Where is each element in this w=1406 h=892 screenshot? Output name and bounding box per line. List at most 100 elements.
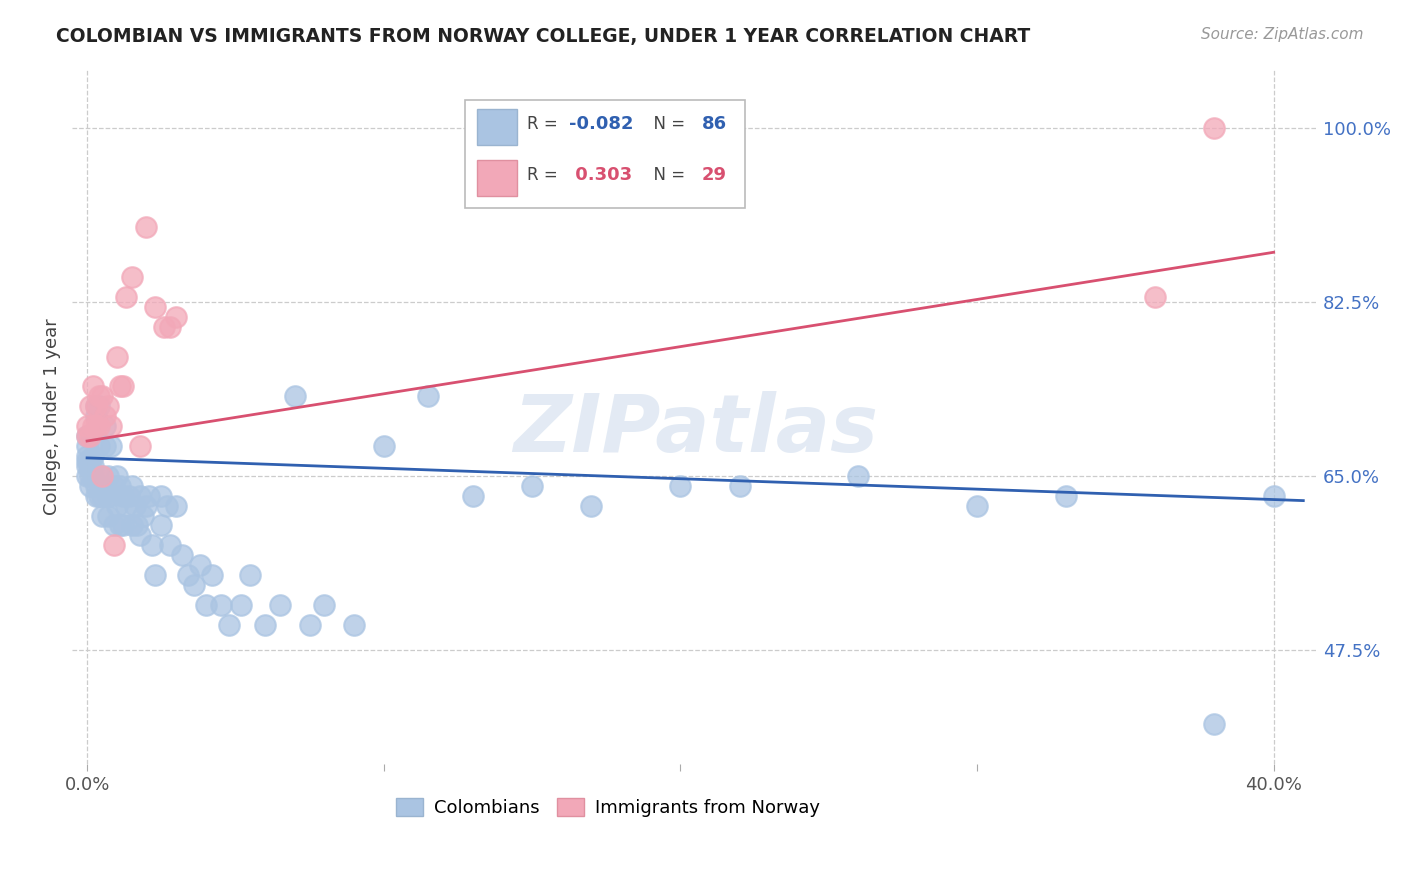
Point bbox=[90, 389, 112, 403]
Point bbox=[520, 479, 543, 493]
Point bbox=[94, 439, 117, 453]
Point bbox=[105, 468, 128, 483]
Point bbox=[239, 568, 262, 582]
Point bbox=[100, 439, 122, 453]
Point bbox=[108, 379, 131, 393]
Point bbox=[135, 220, 157, 235]
Point bbox=[143, 300, 166, 314]
Point bbox=[76, 439, 98, 453]
Point bbox=[87, 439, 110, 453]
Point bbox=[94, 419, 117, 434]
Point bbox=[82, 419, 104, 434]
Point bbox=[79, 454, 101, 468]
Point bbox=[124, 499, 146, 513]
Point bbox=[1204, 121, 1226, 136]
Point bbox=[76, 429, 98, 443]
Point bbox=[343, 617, 366, 632]
Text: 29: 29 bbox=[702, 166, 727, 184]
Point bbox=[127, 518, 149, 533]
Point bbox=[170, 548, 193, 562]
Text: COLOMBIAN VS IMMIGRANTS FROM NORWAY COLLEGE, UNDER 1 YEAR CORRELATION CHART: COLOMBIAN VS IMMIGRANTS FROM NORWAY COLL… bbox=[56, 27, 1031, 45]
Text: 0.303: 0.303 bbox=[569, 166, 633, 184]
Point bbox=[114, 499, 136, 513]
Point bbox=[100, 419, 122, 434]
Point bbox=[669, 479, 692, 493]
Point bbox=[76, 468, 98, 483]
Point bbox=[138, 489, 160, 503]
Point bbox=[76, 429, 98, 443]
Text: 86: 86 bbox=[702, 115, 727, 133]
Point bbox=[165, 310, 187, 324]
Point bbox=[231, 598, 253, 612]
Point bbox=[84, 399, 107, 413]
Point bbox=[846, 468, 869, 483]
Point bbox=[82, 449, 104, 463]
Text: R =: R = bbox=[527, 115, 562, 133]
Point bbox=[188, 558, 211, 573]
Point bbox=[90, 468, 112, 483]
Point bbox=[1054, 489, 1077, 503]
Point bbox=[108, 518, 131, 533]
Point bbox=[150, 489, 173, 503]
Point bbox=[183, 578, 205, 592]
Point bbox=[153, 319, 176, 334]
Point bbox=[90, 468, 112, 483]
Point bbox=[1204, 717, 1226, 731]
Text: N =: N = bbox=[643, 166, 690, 184]
Point bbox=[90, 479, 112, 493]
Point bbox=[121, 518, 143, 533]
Text: R =: R = bbox=[527, 166, 562, 184]
Point bbox=[314, 598, 336, 612]
Point bbox=[79, 479, 101, 493]
Point bbox=[165, 499, 187, 513]
Y-axis label: College, Under 1 year: College, Under 1 year bbox=[44, 318, 60, 515]
Text: -0.082: -0.082 bbox=[569, 115, 634, 133]
FancyBboxPatch shape bbox=[477, 109, 517, 145]
Point bbox=[284, 389, 307, 403]
Point bbox=[97, 399, 120, 413]
Text: N =: N = bbox=[643, 115, 690, 133]
Point bbox=[254, 617, 277, 632]
Point bbox=[79, 468, 101, 483]
Point bbox=[121, 479, 143, 493]
Point bbox=[79, 399, 101, 413]
Point bbox=[135, 499, 157, 513]
Point bbox=[141, 538, 163, 552]
Point bbox=[728, 479, 751, 493]
Point bbox=[87, 399, 110, 413]
Point bbox=[132, 508, 155, 523]
Point bbox=[76, 454, 98, 468]
Point bbox=[94, 479, 117, 493]
Point bbox=[103, 518, 125, 533]
Point bbox=[87, 489, 110, 503]
Point bbox=[111, 518, 134, 533]
Point bbox=[94, 409, 117, 424]
Point bbox=[111, 379, 134, 393]
Point bbox=[194, 598, 217, 612]
Point bbox=[105, 499, 128, 513]
Point bbox=[82, 468, 104, 483]
Point bbox=[108, 479, 131, 493]
Point bbox=[373, 439, 395, 453]
Point bbox=[111, 489, 134, 503]
Legend: Colombians, Immigrants from Norway: Colombians, Immigrants from Norway bbox=[388, 790, 828, 824]
Point bbox=[84, 419, 107, 434]
Point bbox=[82, 379, 104, 393]
Point bbox=[143, 568, 166, 582]
Point bbox=[117, 489, 139, 503]
Point bbox=[298, 617, 321, 632]
Text: ZIPatlas: ZIPatlas bbox=[513, 391, 877, 469]
Point bbox=[103, 538, 125, 552]
Point bbox=[84, 409, 107, 424]
Point bbox=[209, 598, 232, 612]
Point bbox=[418, 389, 440, 403]
Point bbox=[269, 598, 291, 612]
FancyBboxPatch shape bbox=[465, 100, 745, 208]
Point bbox=[218, 617, 240, 632]
Point bbox=[129, 489, 152, 503]
Point bbox=[97, 489, 120, 503]
Point bbox=[461, 489, 484, 503]
Point bbox=[114, 290, 136, 304]
Point bbox=[159, 538, 181, 552]
Point bbox=[201, 568, 224, 582]
